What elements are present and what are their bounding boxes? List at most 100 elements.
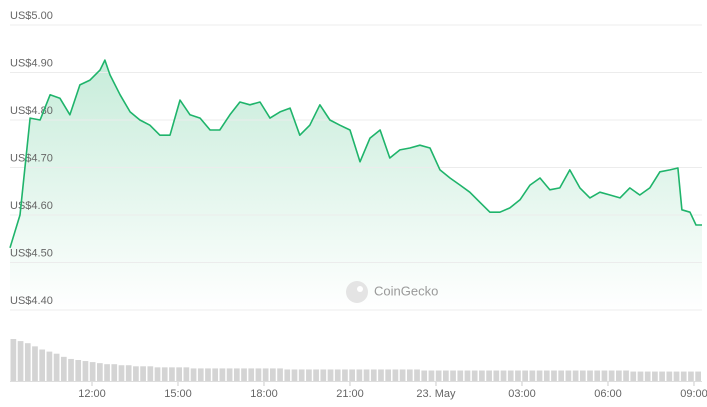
volume-bar xyxy=(450,370,456,381)
volume-bar xyxy=(572,370,579,381)
volume-bar xyxy=(75,360,82,381)
volume-bar xyxy=(97,363,103,381)
volume-bar xyxy=(219,368,226,381)
volume-bar xyxy=(565,370,572,381)
volume-bar xyxy=(385,369,392,381)
volume-bar xyxy=(82,361,89,381)
volume-bar xyxy=(414,369,420,381)
volume-bar xyxy=(24,343,31,381)
volume-bar xyxy=(536,370,543,381)
watermark-logo xyxy=(346,281,368,303)
volume-bar xyxy=(543,370,550,381)
volume-bar xyxy=(205,368,211,381)
x-tick-label: 21:00 xyxy=(336,388,364,400)
volume-bar xyxy=(522,370,528,381)
volume-bar xyxy=(197,368,204,381)
volume-bar xyxy=(616,370,622,381)
x-tick-label: 18:00 xyxy=(250,388,278,400)
volume-bar xyxy=(133,366,139,381)
x-tick-label: 06:00 xyxy=(594,388,622,400)
volume-bar xyxy=(630,371,637,381)
volume-bar xyxy=(695,371,701,381)
price-line xyxy=(9,59,702,249)
volume-bar xyxy=(32,346,38,381)
volume-bar xyxy=(183,367,190,381)
x-tick-label: 12:00 xyxy=(78,388,106,400)
volume-bar xyxy=(255,368,262,381)
volume-bar xyxy=(284,369,291,381)
volume-bar xyxy=(637,371,644,381)
volume-bar xyxy=(125,365,132,381)
x-tick-label: 15:00 xyxy=(164,388,192,400)
volume-bar xyxy=(471,370,478,381)
volume-bar xyxy=(327,369,334,381)
volume-bar xyxy=(248,368,255,381)
volume-bar xyxy=(486,370,492,381)
volume-bar xyxy=(464,370,471,381)
volume-bar xyxy=(241,368,247,381)
volume-bar xyxy=(644,371,651,381)
volume-bar xyxy=(169,367,175,381)
volume-bar xyxy=(10,339,17,381)
volume-bar xyxy=(500,370,507,381)
volume-bar xyxy=(306,369,312,381)
price-area xyxy=(10,60,702,310)
volume-bar xyxy=(212,368,219,381)
volume-bar xyxy=(493,370,500,381)
volume-bar xyxy=(515,370,521,381)
y-tick-label: US$4.50 xyxy=(10,247,53,259)
volume-bar xyxy=(342,369,348,381)
volume-bar xyxy=(579,370,586,381)
volume-bar xyxy=(46,351,53,381)
volume-bar xyxy=(277,368,283,381)
volume-bar xyxy=(680,371,687,381)
volume-bar xyxy=(558,370,565,381)
volume-bar xyxy=(659,371,665,381)
volume-bar xyxy=(688,371,694,381)
volume-bar xyxy=(17,341,24,381)
volume-bar xyxy=(291,369,298,381)
volume-bar xyxy=(60,356,67,381)
volume-bar xyxy=(363,369,370,381)
volume-bar xyxy=(608,370,615,381)
volume-bar xyxy=(89,362,96,381)
y-tick-label: US$4.40 xyxy=(10,295,53,307)
volume-bar xyxy=(147,366,154,381)
volume-bar xyxy=(233,368,240,381)
volume-bar xyxy=(673,371,680,381)
volume-bar xyxy=(421,370,428,381)
volume-bar xyxy=(262,368,269,381)
x-tick-label: 03:00 xyxy=(508,388,536,400)
watermark: CoinGecko xyxy=(346,281,438,303)
volume-bar xyxy=(507,370,514,381)
volume-bar xyxy=(39,349,46,381)
volume-bar xyxy=(334,369,341,381)
volume-bar xyxy=(406,369,413,381)
volume-bar xyxy=(154,367,161,381)
y-tick-label: US$4.80 xyxy=(10,105,53,117)
volume-bar xyxy=(140,366,146,381)
watermark-logo-eye xyxy=(357,286,363,292)
volume-bar xyxy=(479,370,485,381)
y-tick-label: US$4.60 xyxy=(10,200,53,212)
volume-bar xyxy=(443,370,449,381)
volume-bar xyxy=(190,368,197,381)
volume-bar xyxy=(176,367,182,381)
watermark-text: CoinGecko xyxy=(374,283,438,298)
x-tick-label: 09:00 xyxy=(680,388,707,400)
volume-bar xyxy=(104,364,110,381)
volume-bar xyxy=(270,368,276,381)
volume-bar xyxy=(623,370,629,381)
y-tick-label: US$4.70 xyxy=(10,152,53,164)
volume-bar xyxy=(428,370,435,381)
volume-bar xyxy=(118,365,125,381)
volume-bar xyxy=(666,371,673,381)
volume-bar xyxy=(53,353,60,381)
volume-bar xyxy=(68,358,74,381)
volume-bar xyxy=(399,369,406,381)
volume-bar xyxy=(111,364,118,381)
volume-bar xyxy=(457,370,464,381)
volume-bar xyxy=(601,370,608,381)
